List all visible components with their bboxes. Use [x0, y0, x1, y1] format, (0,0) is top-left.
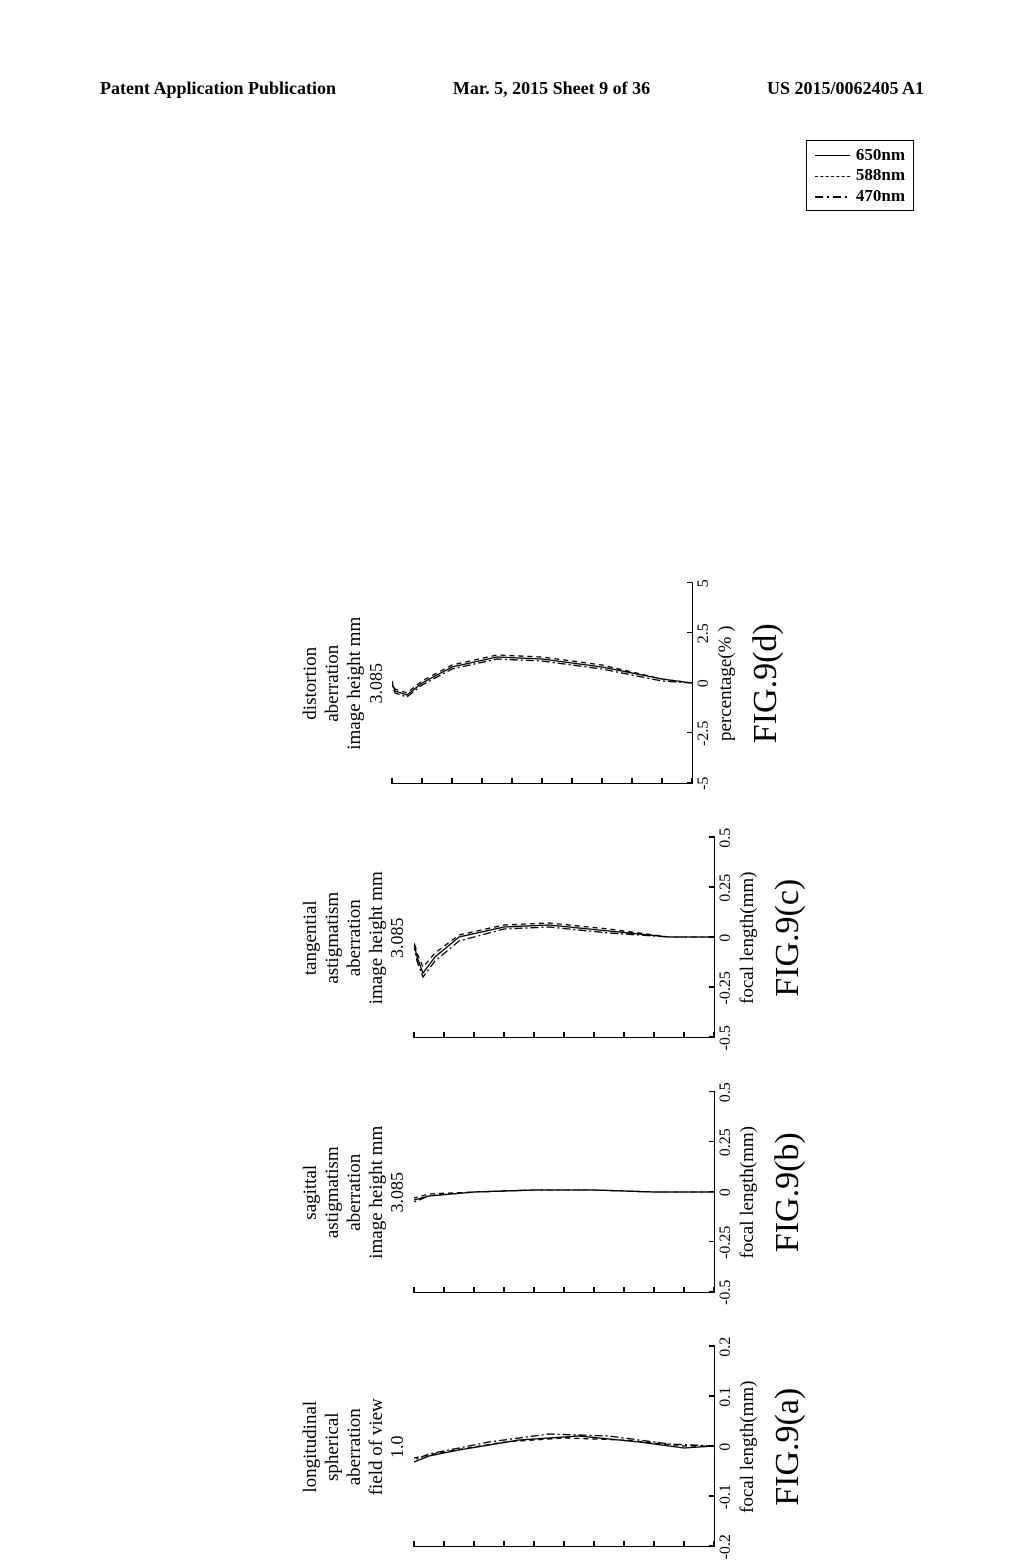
charts-region: longitudinalsphericalaberrationfield of … — [300, 565, 900, 1565]
plot-area — [392, 583, 693, 784]
figure-label: FIG.9(c) — [769, 879, 807, 997]
plot-area — [414, 1346, 715, 1547]
curves-svg — [414, 1092, 714, 1292]
chart-panel-c: tangentialastigmatismaberrationimage hei… — [300, 820, 900, 1057]
x-tick-labels: -0.2-0.100.10.2 — [715, 1347, 735, 1547]
y-top-value: 3.085 — [387, 871, 408, 1004]
chart-panel-d: distortionaberrationimage height mm3.085… — [300, 565, 900, 802]
x-axis-label: focal length(mm) — [737, 872, 759, 1004]
legend-label: 588nm — [856, 165, 905, 185]
figure-label: FIG.9(d) — [747, 623, 785, 743]
legend-item: 650nm — [815, 145, 905, 165]
x-tick-labels: -5-2.502.55 — [693, 583, 713, 783]
patent-header: Patent Application Publication Mar. 5, 2… — [100, 78, 924, 99]
plot-area — [414, 837, 715, 1038]
curves-svg — [392, 583, 692, 783]
chart-panel-a: longitudinalsphericalaberrationfield of … — [300, 1329, 900, 1565]
y-top-value: 3.085 — [387, 1126, 408, 1259]
y-top-value: 3.085 — [366, 617, 387, 750]
wavelength-legend: 650nm 588nm 470nm — [806, 140, 914, 211]
legend-label: 650nm — [856, 145, 905, 165]
y-top-value: 1.0 — [387, 1398, 408, 1495]
x-axis-label: focal length(mm) — [737, 1381, 759, 1513]
chart-title: tangentialastigmatismaberrationimage hei… — [300, 871, 408, 1004]
x-axis-label: focal length(mm) — [737, 1126, 759, 1258]
header-right: US 2015/0062405 A1 — [767, 78, 924, 99]
x-tick-labels: -0.5-0.2500.250.5 — [715, 838, 735, 1038]
curves-svg — [414, 837, 714, 1037]
legend-item: 588nm — [815, 165, 905, 185]
chart-panel-b: sagittalastigmatismaberrationimage heigh… — [300, 1074, 900, 1311]
chart-title: distortionaberrationimage height mm3.085 — [300, 617, 386, 750]
x-axis-label: percentage(% ) — [715, 626, 737, 742]
figure-label: FIG.9(b) — [769, 1132, 807, 1252]
chart-title: sagittalastigmatismaberrationimage heigh… — [300, 1126, 408, 1259]
legend-label: 470nm — [856, 186, 905, 206]
dashdot-line-icon — [815, 196, 850, 198]
x-tick-labels: -0.5-0.2500.250.5 — [715, 1092, 735, 1292]
figure-label: FIG.9(a) — [769, 1388, 807, 1506]
legend-item: 470nm — [815, 186, 905, 206]
header-left: Patent Application Publication — [100, 78, 336, 99]
chart-title: longitudinalsphericalaberrationfield of … — [300, 1398, 408, 1495]
dash-line-icon — [815, 176, 850, 177]
header-center: Mar. 5, 2015 Sheet 9 of 36 — [453, 78, 650, 99]
curves-svg — [414, 1346, 714, 1546]
solid-line-icon — [815, 155, 850, 156]
plot-area — [414, 1092, 715, 1293]
